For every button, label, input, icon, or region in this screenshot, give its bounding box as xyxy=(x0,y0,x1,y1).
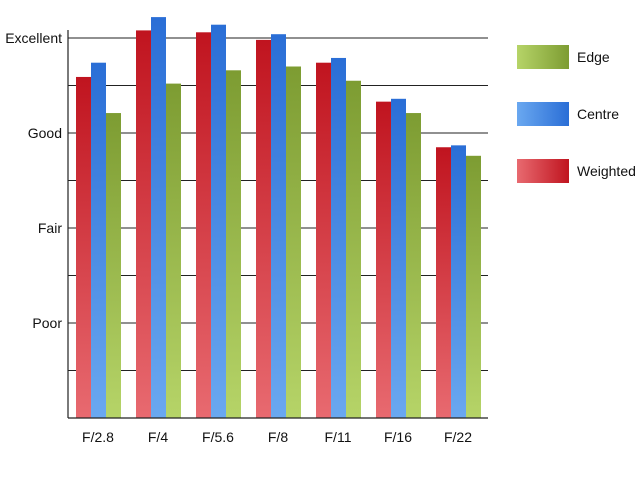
bar-weighted-2 xyxy=(196,32,211,419)
bar-weighted-4 xyxy=(316,62,331,418)
bar-weighted-1 xyxy=(136,30,151,419)
x-tick-label: F/16 xyxy=(384,429,412,445)
y-tick-label: Excellent xyxy=(5,30,62,46)
bar-edge-1 xyxy=(166,83,181,418)
bar-centre-0 xyxy=(91,62,106,418)
y-tick-label: Fair xyxy=(38,220,62,236)
y-tick-label: Poor xyxy=(32,315,62,331)
bar-edge-0 xyxy=(106,113,121,419)
legend-label-edge: Edge xyxy=(577,49,610,65)
bar-edge-2 xyxy=(226,70,241,419)
legend-label-weighted: Weighted xyxy=(577,163,636,179)
bar-edge-3 xyxy=(286,66,301,418)
bar-weighted-5 xyxy=(376,101,391,419)
bar-centre-3 xyxy=(271,34,286,418)
bar-centre-1 xyxy=(151,17,166,418)
x-tick-label: F/5.6 xyxy=(202,429,234,445)
legend: Edge Centre Weighted xyxy=(517,45,636,183)
bar-edge-4 xyxy=(346,80,361,418)
bar-centre-6 xyxy=(451,145,466,418)
axes-layer: F/2.8 F/4 F/5.6 F/8 F/11 F/16 F/22 Poor Fair Good… xyxy=(5,30,488,445)
x-tick-label: F/22 xyxy=(444,429,472,445)
x-tick-label: F/2.8 xyxy=(82,429,114,445)
legend-swatch-centre xyxy=(517,102,569,126)
y-tick-label: Good xyxy=(28,125,62,141)
legend-swatch-edge xyxy=(517,45,569,69)
bar-centre-2 xyxy=(211,24,226,418)
bar-weighted-0 xyxy=(76,76,91,418)
bar-edge-5 xyxy=(406,113,421,419)
x-tick-label: F/11 xyxy=(325,429,352,445)
bar-centre-5 xyxy=(391,98,406,419)
legend-label-centre: Centre xyxy=(577,106,619,122)
bar-weighted-6 xyxy=(436,147,451,418)
bar-weighted-3 xyxy=(256,39,271,419)
x-tick-label: F/8 xyxy=(268,429,288,445)
bar-edge-6 xyxy=(466,155,481,419)
x-tick-label: F/4 xyxy=(148,429,168,445)
bars-layer xyxy=(76,17,481,419)
legend-swatch-weighted xyxy=(517,159,569,183)
bar-centre-4 xyxy=(331,57,346,418)
